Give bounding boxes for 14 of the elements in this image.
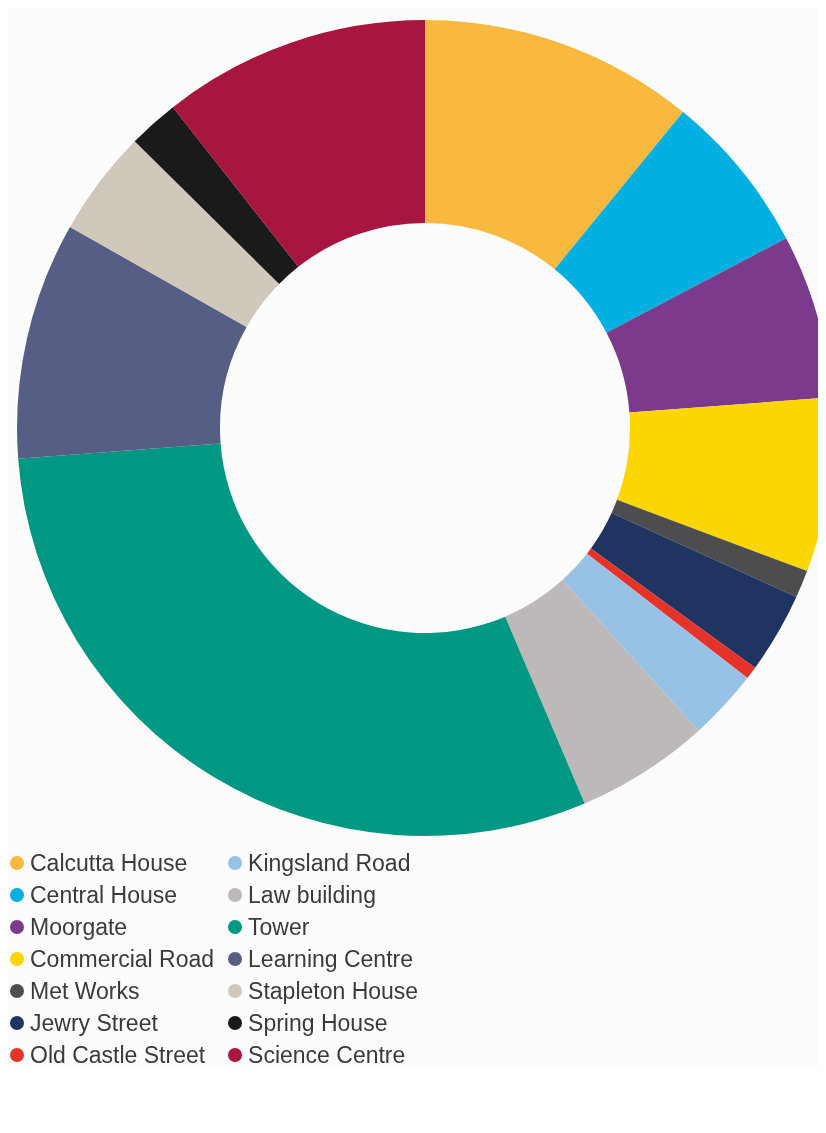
legend-label: Calcutta House — [30, 849, 188, 878]
legend-label: Jewry Street — [30, 1009, 158, 1038]
legend-label: Spring House — [248, 1009, 388, 1038]
legend-label: Stapleton House — [248, 977, 419, 1006]
legend-label: Commercial Road — [30, 945, 215, 974]
legend-label: Central House — [30, 881, 178, 910]
legend-label: Science Centre — [248, 1041, 406, 1070]
legend-label: Old Castle Street — [30, 1041, 206, 1070]
legend-label: Moorgate — [30, 913, 128, 942]
legend-label: Law building — [248, 881, 376, 910]
legend-label: Learning Centre — [248, 945, 414, 974]
legend-label: Kingsland Road — [248, 849, 411, 878]
legend-label: Tower — [248, 913, 310, 942]
legend-label: Met Works — [30, 977, 140, 1006]
